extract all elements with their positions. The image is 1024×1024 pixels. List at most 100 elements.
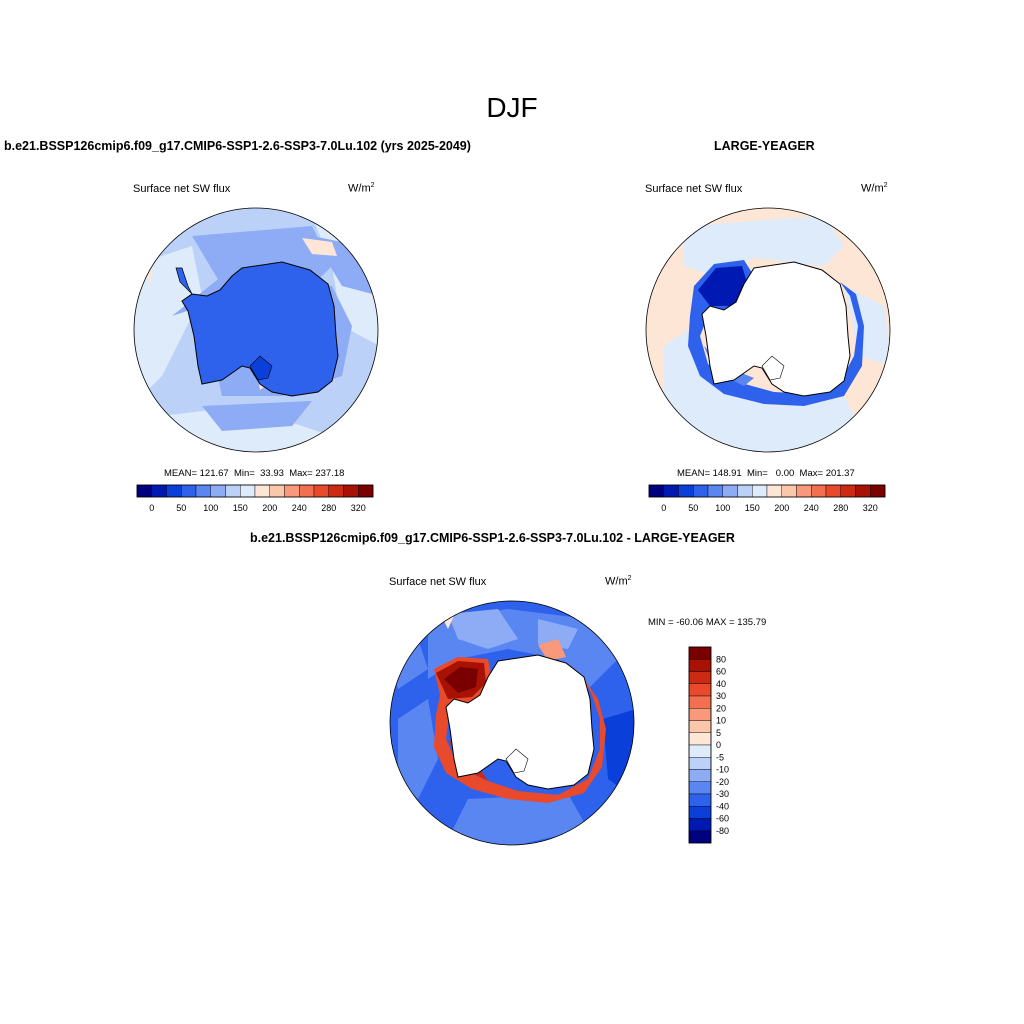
colorbar-tick-label: 20	[716, 703, 726, 713]
colorbar-swatch	[688, 695, 712, 709]
colorbar-tick-label: 100	[715, 503, 730, 513]
colorbar-swatch	[796, 484, 812, 498]
colorbar-tick-label: -60	[716, 814, 729, 824]
panel-1-title: b.e21.BSSP126cmip6.f09_g17.CMIP6-SSP1-2.…	[4, 139, 471, 153]
colorbar-tick-label: 0	[661, 503, 666, 513]
colorbar-swatch	[688, 646, 712, 660]
colorbar-swatch	[688, 818, 712, 831]
panel-1-stats: MEAN= 121.67 Min= 33.93 Max= 237.18	[164, 468, 345, 479]
colorbar-swatch	[284, 484, 300, 498]
colorbar-swatch	[781, 484, 797, 498]
colorbar-tick-label: 30	[716, 691, 726, 701]
colorbar-tick-label: 100	[203, 503, 218, 513]
colorbar-swatch	[225, 484, 241, 498]
colorbar-tick-label: 320	[863, 503, 878, 513]
panel-2-title: LARGE-YEAGER	[714, 139, 815, 153]
colorbar-tick-label: 200	[774, 503, 789, 513]
figure-title: DJF	[486, 92, 538, 123]
colorbar-tick-label: 50	[176, 503, 186, 513]
colorbar-tick-label: 150	[745, 503, 760, 513]
colorbar-swatch	[688, 708, 712, 721]
colorbar-tick-label: -80	[716, 826, 729, 836]
colorbar-swatch	[688, 793, 712, 807]
panel-3-minmax: MIN = -60.06 MAX = 135.79	[648, 617, 767, 628]
colorbar-swatch	[688, 659, 712, 672]
colorbar-tick-label: 40	[716, 679, 726, 689]
colorbar-swatch	[688, 781, 712, 795]
colorbar-swatch	[688, 671, 712, 684]
colorbar-swatch	[136, 484, 152, 498]
colorbar-1-labels: 0 50 100 150 200 240 280 320	[149, 503, 366, 513]
colorbar-swatch	[693, 484, 709, 498]
colorbar-swatch	[678, 484, 694, 498]
colorbar-swatch	[195, 484, 211, 498]
colorbar-swatch	[210, 484, 226, 498]
colorbar-tick-label: 5	[716, 728, 721, 738]
colorbar-swatch	[737, 484, 753, 498]
colorbar-swatch	[343, 484, 359, 498]
panel-2-variable: Surface net SW flux	[645, 183, 743, 195]
panel-2-map	[645, 207, 891, 453]
colorbar-tick-label: 50	[688, 503, 698, 513]
colorbar-swatch	[688, 769, 712, 782]
panel-2-colorbar: 0 50 100 150 200 240 280 320	[648, 484, 886, 513]
colorbar-swatch	[240, 484, 256, 498]
colorbar-swatch	[688, 744, 712, 758]
colorbar-tick-label: 80	[716, 654, 726, 664]
colorbar-swatch	[269, 484, 285, 498]
colorbar-2-labels: 0 50 100 150 200 240 280 320	[661, 503, 878, 513]
colorbar-swatch	[688, 806, 712, 819]
colorbar-tick-label: 10	[716, 716, 726, 726]
colorbar-tick-label: 0	[716, 740, 721, 750]
colorbar-tick-label: -5	[716, 752, 724, 762]
panel-1-colorbar: 0 50 100 150 200 240 280 320	[136, 484, 374, 513]
colorbar-swatch	[811, 484, 827, 498]
colorbar-swatch	[181, 484, 197, 498]
colorbar-swatch	[752, 484, 768, 498]
colorbar-swatch	[299, 484, 315, 498]
colorbar-swatch	[855, 484, 871, 498]
colorbar-swatch	[722, 484, 738, 498]
colorbar-swatch	[166, 484, 182, 498]
panel-3-map	[389, 600, 635, 846]
colorbar-tick-label: 280	[833, 503, 848, 513]
colorbar-swatch	[707, 484, 723, 498]
colorbar-swatch	[688, 830, 712, 844]
colorbar-swatch	[688, 757, 712, 770]
colorbar-3-labels: 80 60 40 30 20 10 5 0 -5 -10 -20 -30 -40 -60 -80	[716, 654, 729, 836]
colorbar-swatch	[825, 484, 841, 498]
colorbar-tick-label: 0	[149, 503, 154, 513]
colorbar-swatch	[648, 484, 664, 498]
colorbar-tick-label: 280	[321, 503, 336, 513]
panel-3-variable: Surface net SW flux	[389, 576, 487, 588]
colorbar-tick-label: 60	[716, 667, 726, 677]
colorbar-swatch	[870, 484, 886, 498]
colorbar-tick-label: 200	[262, 503, 277, 513]
panel-1-map	[133, 207, 379, 453]
panel-1-units: W/m2	[348, 182, 375, 195]
panel-2-stats: MEAN= 148.91 Min= 0.00 Max= 201.37	[677, 468, 855, 479]
colorbar-1-swatches	[136, 484, 374, 498]
colorbar-tick-label: -30	[716, 789, 729, 799]
colorbar-swatch	[840, 484, 856, 498]
panel-1-variable: Surface net SW flux	[133, 183, 231, 195]
panel-2-units: W/m2	[861, 182, 888, 195]
colorbar-swatch	[688, 683, 712, 697]
colorbar-swatch	[254, 484, 270, 498]
colorbar-swatch	[766, 484, 782, 498]
panel-3-title: b.e21.BSSP126cmip6.f09_g17.CMIP6-SSP1-2.…	[250, 531, 735, 545]
colorbar-tick-label: 240	[292, 503, 307, 513]
colorbar-tick-label: -20	[716, 777, 729, 787]
colorbar-tick-label: -40	[716, 801, 729, 811]
colorbar-swatch	[328, 484, 344, 498]
colorbar-tick-label: 150	[233, 503, 248, 513]
colorbar-swatch	[663, 484, 679, 498]
colorbar-swatch	[151, 484, 167, 498]
colorbar-2-swatches	[648, 484, 886, 498]
panel-3-colorbar: 80 60 40 30 20 10 5 0 -5 -10 -20 -30 -40 -60 -80	[688, 646, 729, 844]
colorbar-3-swatches	[688, 646, 712, 844]
colorbar-tick-label: -10	[716, 765, 729, 775]
colorbar-tick-label: 320	[351, 503, 366, 513]
colorbar-swatch	[313, 484, 329, 498]
panel-3-units: W/m2	[605, 575, 632, 588]
